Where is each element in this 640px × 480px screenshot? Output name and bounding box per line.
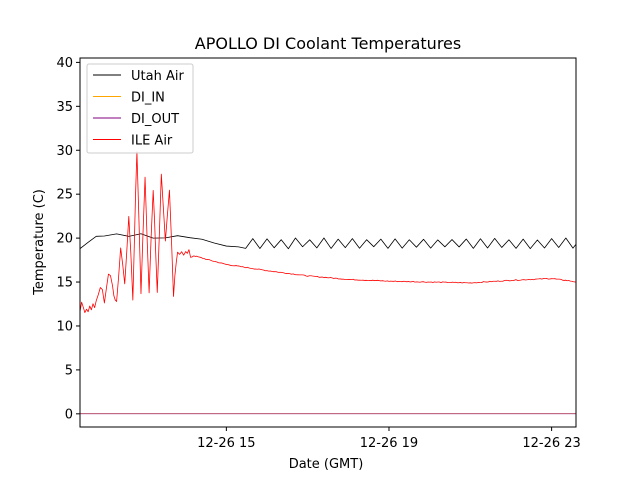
legend-label-di-out: DI_OUT (131, 112, 179, 127)
x-axis-label: Date (GMT) (289, 457, 364, 472)
y-tick-label: 35 (56, 100, 73, 115)
series-line-utah-air (80, 233, 576, 250)
legend: Utah Air DI_IN DI_OUT ILE Air (86, 63, 194, 154)
series-layer (80, 151, 576, 415)
x-tick-label: 12-26 19 (360, 436, 418, 451)
y-axis-label: Temperature (C) (32, 189, 47, 296)
chart-title: APOLLO DI Coolant Temperatures (195, 34, 461, 53)
y-tick-label: 20 (56, 232, 73, 247)
y-tick-label: 30 (56, 144, 73, 159)
plot-frame (79, 57, 577, 428)
legend-label-ile-air: ILE Air (131, 134, 173, 149)
y-tick-label: 40 (56, 56, 73, 71)
y-tick-label: 15 (56, 276, 73, 291)
y-tick-label: 0 (65, 407, 73, 422)
x-tick-label: 12-26 15 (197, 436, 255, 451)
legend-label-di-in: DI_IN (131, 91, 165, 106)
y-tick-label: 10 (56, 319, 73, 334)
plot-area (79, 57, 577, 428)
y-tick-label: 25 (56, 188, 73, 203)
legend-label-utah-air: Utah Air (131, 69, 184, 84)
y-tick-label: 5 (65, 363, 73, 378)
series-line-ile-air (80, 151, 576, 313)
x-tick-label: 12-26 23 (522, 436, 580, 451)
legend-box (86, 63, 194, 154)
y-axis: 0 5 10 15 20 25 30 35 40 (56, 56, 80, 422)
